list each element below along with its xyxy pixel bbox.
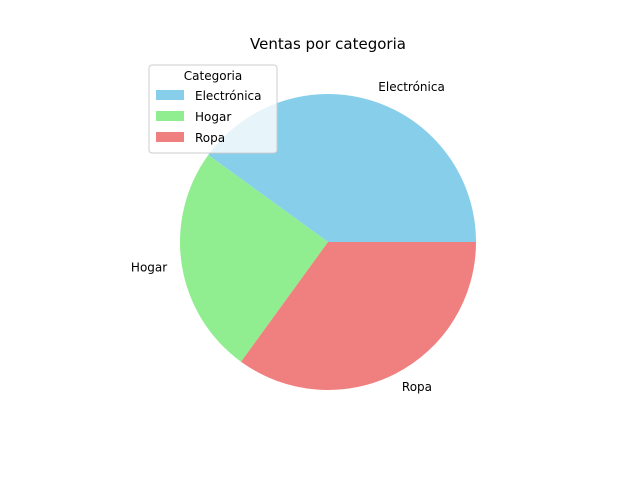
legend-swatch-ropa	[156, 132, 184, 142]
slice-label-hogar: Hogar	[131, 260, 167, 274]
slice-label-electrónica: Electrónica	[378, 80, 445, 94]
legend-box	[148, 64, 278, 154]
pie-slice-hogar	[179, 155, 328, 362]
legend-swatch-electrónica	[156, 90, 184, 100]
legend-label-ropa: Ropa	[195, 131, 225, 145]
legend-label-electrónica: Electrónica	[195, 89, 262, 103]
legend: Categoria Electrónica Hogar Ropa	[148, 64, 278, 154]
legend-items: Electrónica Hogar Ropa	[156, 89, 262, 145]
slice-label-ropa: Ropa	[402, 380, 432, 394]
legend-swatch-hogar	[156, 111, 184, 121]
legend-label-hogar: Hogar	[195, 110, 231, 124]
pie-slice-ropa	[241, 242, 476, 391]
legend-title: Categoria	[184, 69, 242, 83]
chart-title: Ventas por categoria	[250, 35, 406, 53]
pie-slice-labels: Electrónica Hogar Ropa	[131, 80, 445, 394]
